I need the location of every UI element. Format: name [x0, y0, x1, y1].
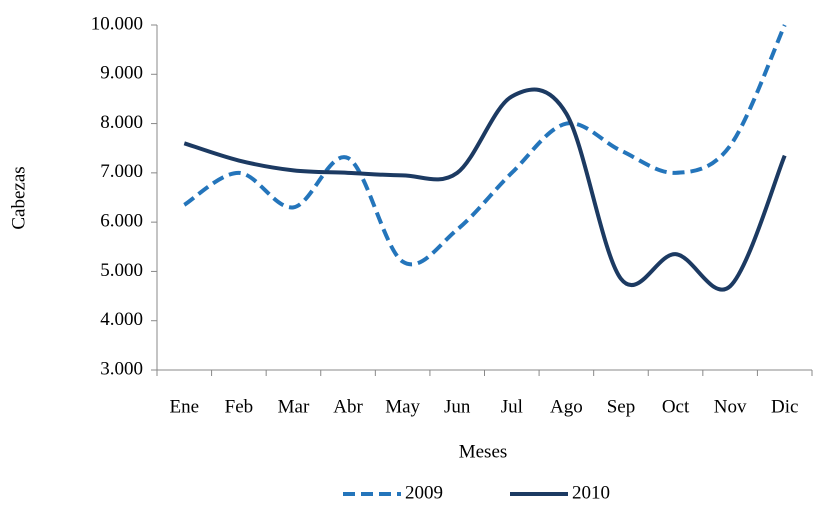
- x-tick-label: Abr: [333, 396, 363, 417]
- x-tick-label: Jun: [444, 396, 471, 417]
- y-axis-title: Cabezas: [8, 166, 29, 229]
- legend-label: 2010: [572, 482, 610, 503]
- x-axis-title: Meses: [459, 441, 508, 462]
- x-tick-label: Feb: [225, 396, 254, 417]
- y-tick-label: 5.000: [100, 260, 143, 281]
- legend-label: 2009: [405, 482, 443, 503]
- series-line: [183, 24, 787, 267]
- y-tick-label: 6.000: [100, 211, 143, 232]
- y-tick-label: 8.000: [100, 112, 143, 133]
- x-tick-label: Oct: [662, 396, 690, 417]
- series-line: [183, 87, 787, 292]
- x-tick-label: Jul: [501, 396, 523, 417]
- x-tick-label: Dic: [771, 396, 798, 417]
- x-tick-label: Mar: [278, 396, 310, 417]
- x-tick-label: Sep: [607, 396, 636, 417]
- y-tick-label: 9.000: [100, 63, 143, 84]
- x-tick-label: Nov: [714, 396, 747, 417]
- y-tick-label: 4.000: [100, 309, 143, 330]
- x-tick-label: Ago: [550, 396, 583, 417]
- y-tick-label: 7.000: [100, 161, 143, 182]
- y-tick-label: 10.000: [91, 13, 143, 34]
- y-tick-label: 3.000: [100, 358, 143, 379]
- x-tick-label: May: [385, 396, 420, 417]
- x-tick-label: Ene: [170, 396, 200, 417]
